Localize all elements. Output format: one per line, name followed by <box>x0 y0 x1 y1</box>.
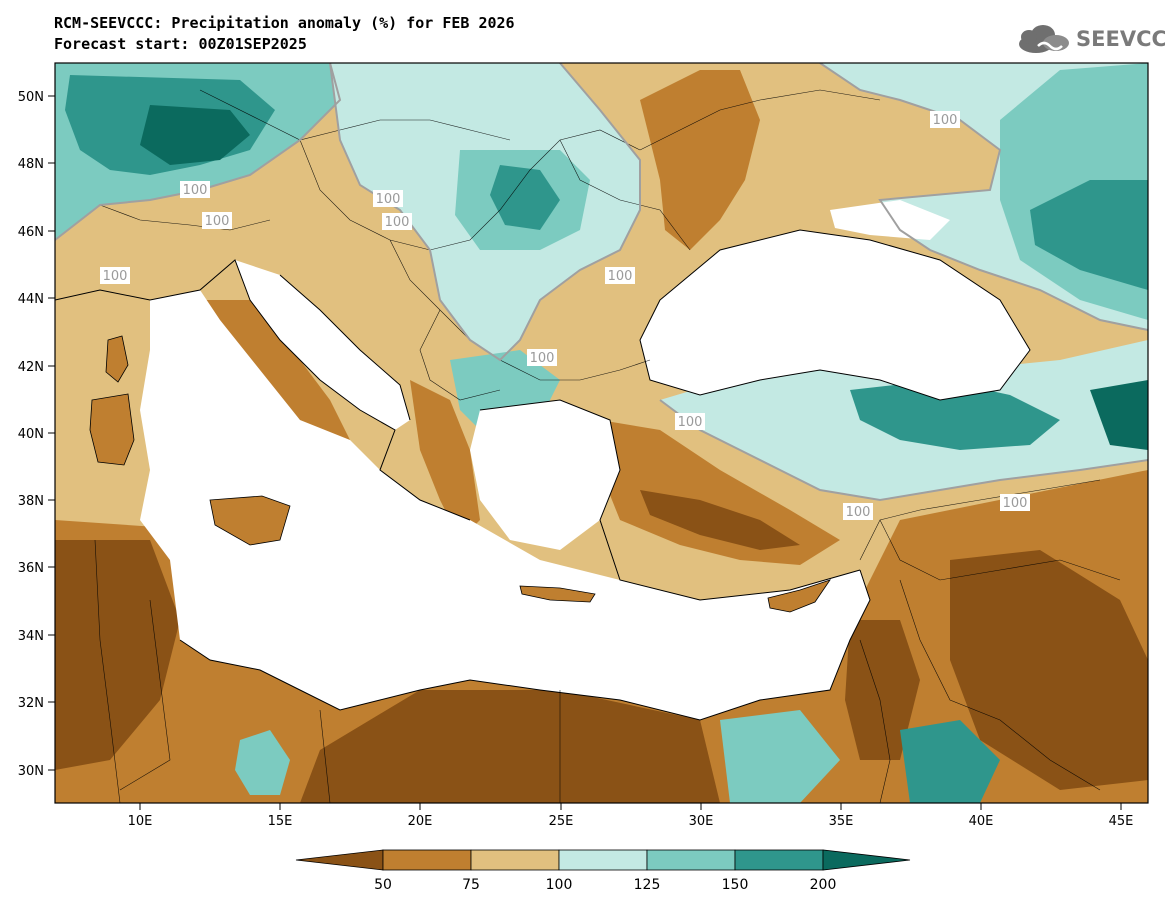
contour-label: 100 <box>605 267 635 284</box>
contour-label: 100 <box>675 413 705 430</box>
dry-core-turkey-south <box>640 490 800 550</box>
lat-label: 40N <box>18 427 44 442</box>
svg-text:100: 100 <box>103 269 128 284</box>
lat-label: 46N <box>18 225 44 240</box>
wet-core-anatolia <box>850 380 1060 450</box>
dry-core-egypt <box>300 690 720 803</box>
wet-max-east <box>1030 180 1148 290</box>
coastlines <box>55 229 1031 721</box>
colorbar-low-arrow <box>295 849 384 871</box>
contour-labels: 100 100 100 100 100 100 100 100 100 100 … <box>100 111 1030 520</box>
dry-region-ukraine <box>640 70 760 250</box>
contour-label: 100 <box>930 111 960 128</box>
lat-label: 38N <box>18 494 44 509</box>
dry-core-levant <box>845 620 920 760</box>
lon-label: 35E <box>829 814 854 829</box>
lat-label: 48N <box>18 157 44 172</box>
wet-patch-sinai <box>720 710 840 803</box>
anomaly-field <box>55 63 1148 803</box>
lon-label: 25E <box>549 814 574 829</box>
svg-text:100: 100 <box>530 351 555 366</box>
black-sea <box>640 230 1030 400</box>
lat-label: 32N <box>18 696 44 711</box>
contour-label: 100 <box>373 190 403 207</box>
svg-text:100: 100 <box>376 192 401 207</box>
colorbar-label: 75 <box>462 877 480 893</box>
colorbar-label: 150 <box>722 877 749 893</box>
island-cyprus <box>767 579 831 613</box>
svg-text:100: 100 <box>608 269 633 284</box>
contour-label: 100 <box>843 503 873 520</box>
aegean-sea <box>470 400 620 550</box>
adriatic-sea <box>235 260 410 430</box>
colorbar-segment <box>646 849 736 871</box>
dry-region-turkey-south <box>600 420 840 565</box>
wet-patch-tunisia <box>235 730 290 795</box>
island-sicily <box>209 495 291 546</box>
map-title: RCM-SEEVCCC: Precipitation anomaly (%) f… <box>54 14 515 32</box>
lon-label: 45E <box>1109 814 1134 829</box>
colorbar-segment <box>382 849 472 871</box>
contour-label: 100 <box>382 213 412 230</box>
lat-label: 34N <box>18 629 44 644</box>
lon-label: 40E <box>969 814 994 829</box>
lon-label: 15E <box>268 814 293 829</box>
forecast-start-label: Forecast start: 00Z01SEP2025 <box>54 35 307 53</box>
sea-of-azov <box>830 200 950 240</box>
contour-label: 100 <box>180 181 210 198</box>
wet-patch-arabia <box>900 720 1000 803</box>
dry-region-greece <box>410 380 480 540</box>
island-crete <box>519 585 596 603</box>
latitude-labels: 50N 48N 46N 44N 42N 40N 38N 36N 34N 32N … <box>18 90 44 779</box>
lat-label: 44N <box>18 292 44 307</box>
lon-label: 20E <box>408 814 433 829</box>
lat-label: 50N <box>18 90 44 105</box>
lon-label: 30E <box>689 814 714 829</box>
mediterranean-sea <box>140 290 870 720</box>
svg-text:100: 100 <box>1003 496 1028 511</box>
dry-core-libya <box>55 540 180 770</box>
seevccc-logo <box>1019 25 1069 53</box>
cloud-icon <box>1019 25 1069 53</box>
lon-label: 10E <box>128 814 153 829</box>
colorbar-label: 200 <box>810 877 837 893</box>
contour-label: 100 <box>202 212 232 229</box>
lat-label: 42N <box>18 360 44 375</box>
logo-text: SEEVCCC <box>1076 27 1165 51</box>
lat-label: 36N <box>18 561 44 576</box>
longitude-labels: 10E 15E 20E 25E 30E 35E 40E 45E <box>128 814 1134 829</box>
contour-label: 100 <box>100 267 130 284</box>
wet-max-northwest <box>140 105 250 165</box>
lat-label: 30N <box>18 764 44 779</box>
axis-ticks <box>48 95 1122 810</box>
svg-text:100: 100 <box>205 214 230 229</box>
svg-text:100: 100 <box>385 215 410 230</box>
island-sardinia <box>89 393 135 466</box>
colorbar-segment <box>734 849 824 871</box>
wet-max-hungary <box>490 165 560 230</box>
colorbar-segment <box>470 849 560 871</box>
contour-label: 100 <box>527 349 557 366</box>
colorbar-segment <box>558 849 648 871</box>
svg-text:100: 100 <box>933 113 958 128</box>
colorbar-label: 50 <box>374 877 392 893</box>
colorbar: 50 75 100 125 150 200 <box>295 849 911 893</box>
wet-max-caucasus <box>1090 380 1148 450</box>
colorbar-label: 125 <box>634 877 661 893</box>
svg-text:100: 100 <box>678 415 703 430</box>
svg-text:100: 100 <box>846 505 871 520</box>
svg-text:100: 100 <box>183 183 208 198</box>
island-corsica <box>105 335 129 383</box>
dry-core-iraq <box>950 550 1148 790</box>
colorbar-label: 100 <box>546 877 573 893</box>
contour-label: 100 <box>1000 494 1030 511</box>
colorbar-high-arrow <box>822 849 911 871</box>
